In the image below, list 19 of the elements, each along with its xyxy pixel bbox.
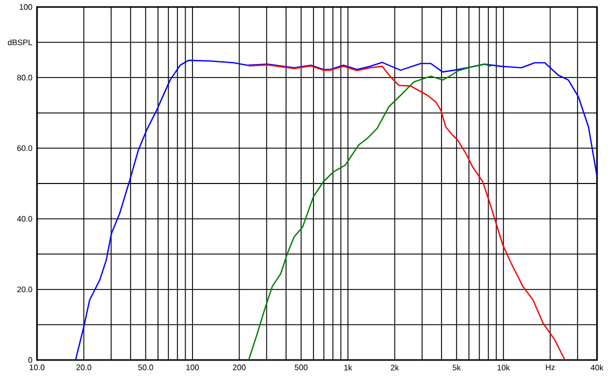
x-tick-label: 100 bbox=[186, 364, 199, 370]
x-tick-label: 20.0 bbox=[76, 364, 92, 370]
x-tick-label: Hz bbox=[546, 364, 555, 370]
x-tick-label: 10.0 bbox=[30, 364, 44, 370]
y-tick-label: 20.0 bbox=[17, 286, 32, 292]
x-tick-label: 40k bbox=[590, 364, 604, 370]
y-tick-label: 60.0 bbox=[17, 145, 32, 152]
y-tick-label: 100 bbox=[20, 4, 32, 10]
x-tick-label: 50.0 bbox=[138, 364, 154, 370]
x-tick-label: 500 bbox=[294, 364, 308, 370]
y-tick-label: 80.0 bbox=[17, 74, 32, 80]
x-tick-label: 200 bbox=[233, 364, 246, 370]
y-axis-title: dBSPL bbox=[8, 39, 32, 46]
x-tick-label: 5k bbox=[452, 364, 461, 370]
x-tick-label: 1k bbox=[344, 364, 352, 370]
x-tick-label: 2k bbox=[390, 364, 399, 370]
y-tick-label: 40.0 bbox=[17, 216, 32, 222]
y-tick-label: 0 bbox=[28, 357, 32, 363]
x-tick-label: 10k bbox=[498, 364, 510, 370]
